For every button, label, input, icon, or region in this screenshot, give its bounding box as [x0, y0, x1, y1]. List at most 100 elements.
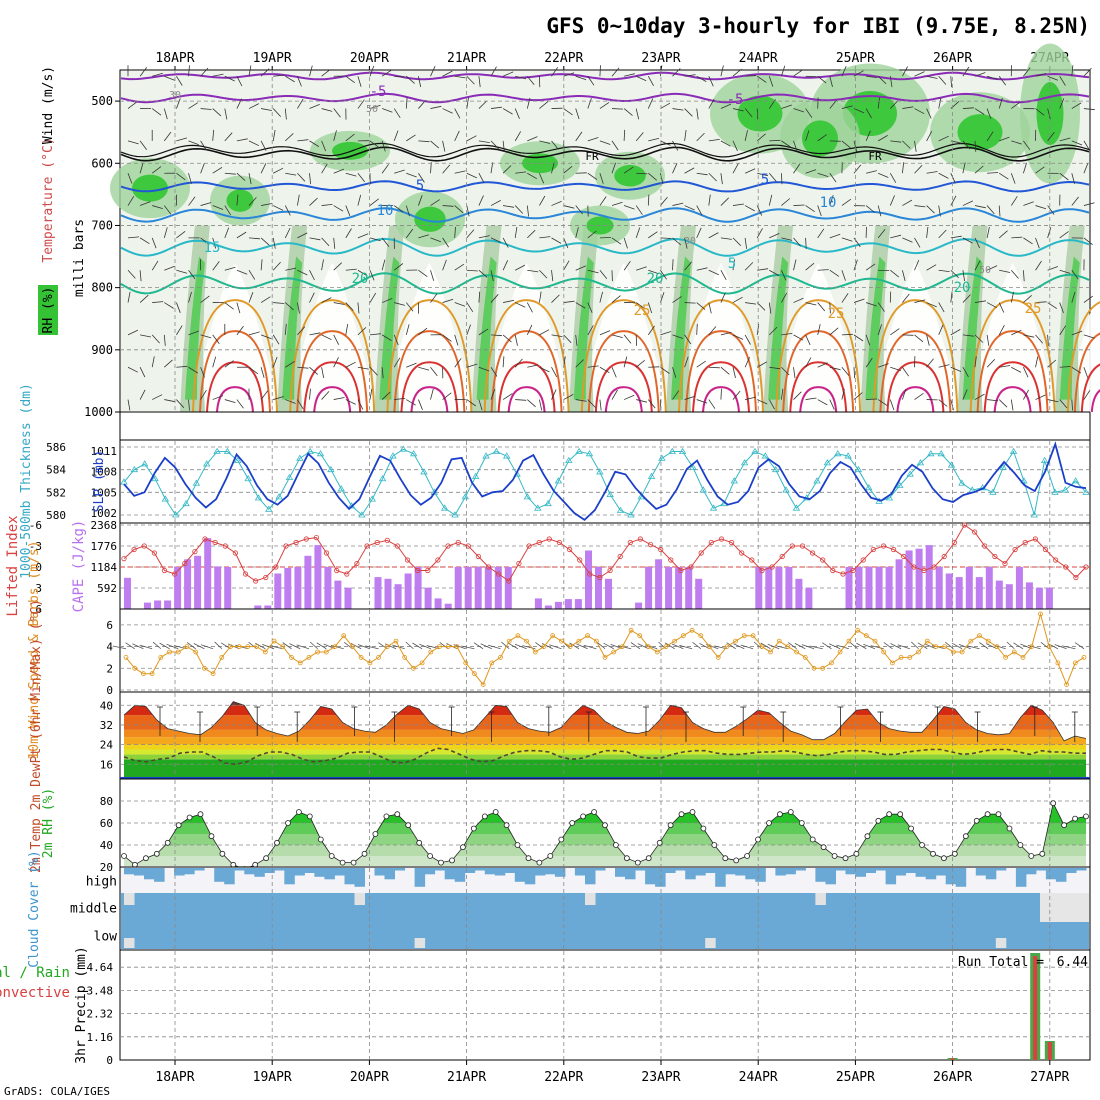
wind-barb	[357, 302, 360, 314]
precip-legend-convective: Convective	[0, 985, 70, 1001]
wind-barb	[152, 205, 163, 209]
wind-barb	[793, 367, 796, 379]
wind-tick-label: 6	[106, 619, 113, 632]
wind-barb	[188, 366, 199, 374]
wind-speed-point	[933, 644, 939, 649]
precip-tick-label: 0	[106, 1054, 113, 1067]
wind-barb	[805, 108, 813, 118]
thickness-point	[296, 454, 304, 461]
wind-barb	[309, 173, 311, 185]
wind-barb	[660, 331, 672, 336]
wind-barb	[720, 237, 732, 240]
wind-barb	[345, 205, 351, 216]
wind-barb	[1011, 236, 1023, 239]
wind-barb	[865, 130, 871, 142]
wind-barb	[127, 329, 139, 336]
wind-barb	[1059, 231, 1069, 239]
wind-barb	[1035, 334, 1044, 344]
thickness-point	[896, 481, 904, 488]
lifted-index-point	[222, 543, 228, 549]
wind-barb	[127, 236, 140, 239]
wind-barb	[1071, 173, 1075, 184]
high-cloud-bar	[484, 868, 496, 875]
isotherm	[120, 207, 1090, 223]
mid-low-cloud-fill	[121, 893, 1089, 949]
thickness-point	[440, 504, 449, 511]
wind-barb	[599, 269, 608, 280]
wind-barb	[526, 302, 533, 313]
wind-speed-point	[785, 644, 791, 649]
wind-barb	[757, 361, 767, 368]
wind-barb	[635, 205, 643, 215]
date-label-top: 23APR	[641, 51, 680, 66]
wind-barb	[841, 293, 849, 303]
cape-bar	[895, 559, 903, 609]
wind-barb	[708, 76, 714, 87]
wind-barb	[527, 364, 539, 368]
wind-barb	[805, 205, 815, 213]
high-cloud-bar	[154, 868, 165, 882]
precip-convective-bar	[1047, 1042, 1052, 1060]
wind-barb	[321, 297, 332, 303]
wind-barb	[684, 205, 695, 211]
wind-barb	[866, 75, 878, 78]
rh-point	[733, 857, 740, 864]
lifted-index-point	[789, 543, 795, 549]
wind-barb	[478, 100, 488, 109]
wind-speed-point	[280, 644, 286, 649]
wind-barb	[273, 74, 285, 77]
cape-bar	[314, 545, 322, 609]
wind-speed-point	[794, 649, 799, 655]
wind-barb	[756, 205, 763, 216]
wind-barb	[224, 266, 236, 271]
wind-barb	[151, 356, 155, 368]
cape-bar	[635, 602, 643, 609]
lifted-index-axis-label: Lifted Index	[5, 515, 21, 616]
date-label-top: 21APR	[447, 51, 486, 66]
surface-wind-barb	[357, 644, 370, 650]
warm-isotherm	[580, 299, 667, 413]
wind-barb	[430, 66, 436, 77]
wind-barb	[587, 365, 599, 368]
wind-barb	[478, 269, 488, 278]
wind-barb	[163, 131, 172, 142]
wind-barb	[853, 259, 858, 271]
wind-speed-point	[541, 644, 547, 649]
rh-point	[820, 844, 827, 851]
surface-wind-barb	[836, 644, 849, 650]
thickness-point	[606, 490, 614, 497]
wind-barb	[781, 104, 792, 109]
wind-barb	[333, 357, 339, 368]
wind-barb	[248, 65, 252, 77]
wind-barb	[962, 66, 970, 77]
wind-tick-label: 4	[106, 641, 113, 654]
wind-barb	[974, 108, 985, 115]
wind-barb	[309, 292, 315, 303]
wind-barb	[611, 334, 623, 338]
isotherm-label: FR	[585, 150, 599, 163]
wind-barb	[805, 357, 812, 368]
wind-barb	[357, 172, 366, 183]
dewpoint-line	[123, 747, 1086, 766]
warm-isotherm	[296, 330, 369, 413]
wet-patch	[414, 206, 446, 232]
wind-barb	[1011, 101, 1021, 109]
surface-wind-barb	[365, 645, 379, 650]
isotherm-label: -5	[727, 92, 744, 108]
thickness-point	[927, 450, 935, 457]
wind-barb	[357, 194, 362, 206]
surface-wind-barb	[740, 644, 754, 650]
wind-barb	[212, 261, 220, 271]
thickness-point	[182, 499, 190, 507]
wet-band	[185, 256, 205, 400]
cape-bar	[605, 578, 612, 609]
wind-speed-point	[881, 649, 887, 655]
wind-barb	[744, 168, 756, 174]
wind-barb	[732, 259, 735, 271]
rh-point	[962, 833, 969, 840]
wind-barb	[829, 399, 835, 410]
surface-wind-barb	[159, 642, 170, 650]
